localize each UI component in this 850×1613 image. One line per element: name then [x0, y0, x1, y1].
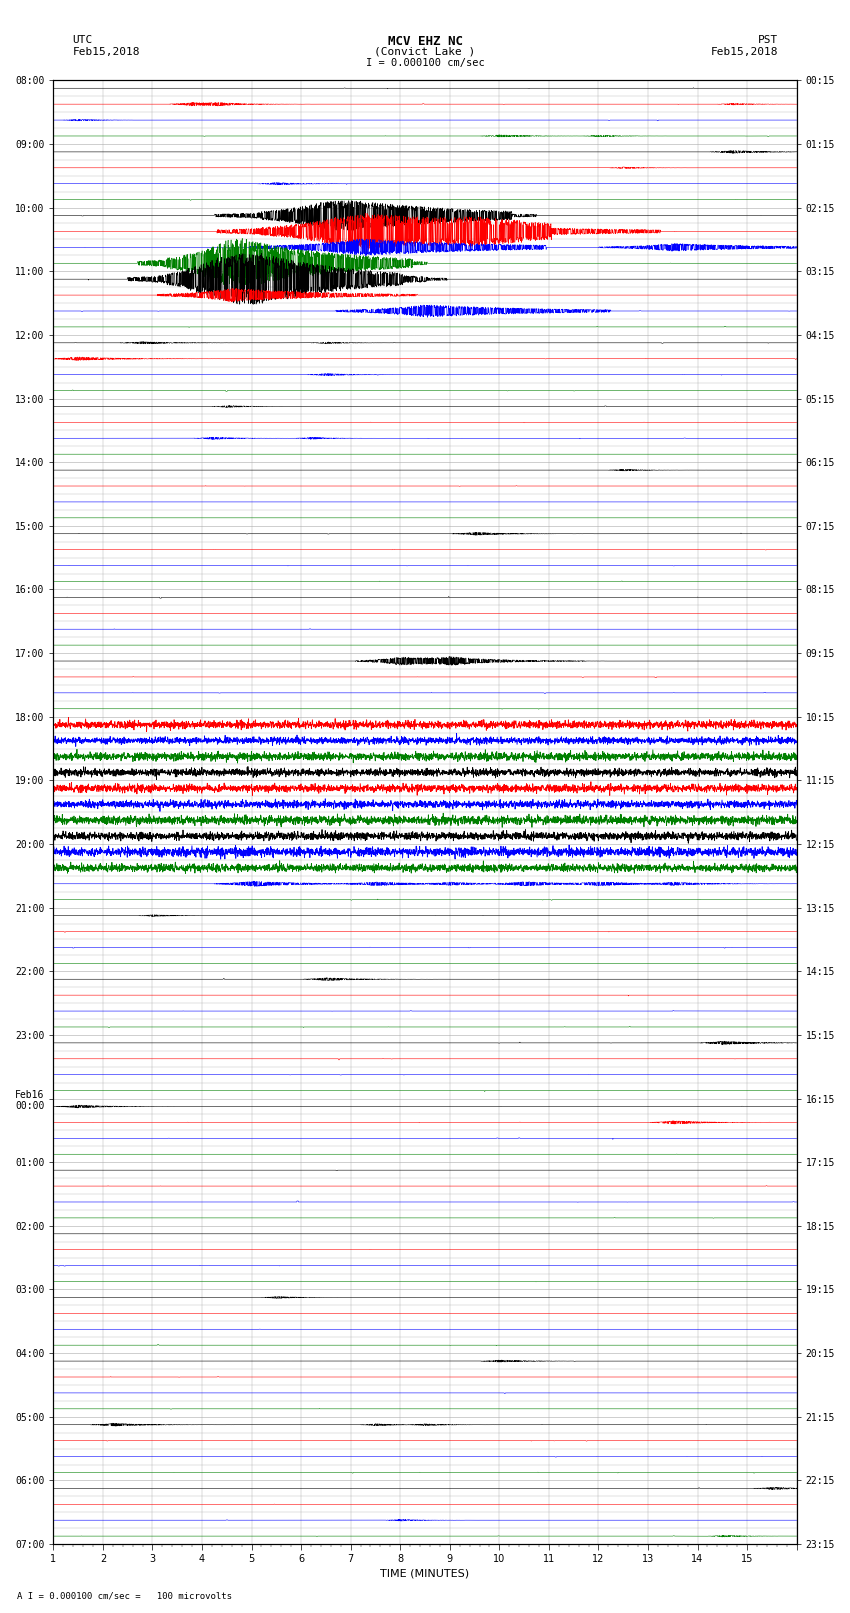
Text: I = 0.000100 cm/sec: I = 0.000100 cm/sec: [366, 58, 484, 68]
Text: PST: PST: [757, 35, 778, 45]
Text: MCV EHZ NC: MCV EHZ NC: [388, 35, 462, 48]
Text: A I = 0.000100 cm/sec =   100 microvolts: A I = 0.000100 cm/sec = 100 microvolts: [17, 1590, 232, 1600]
Text: UTC: UTC: [72, 35, 93, 45]
Text: Feb15,2018: Feb15,2018: [72, 47, 139, 56]
Text: (Convict Lake ): (Convict Lake ): [374, 47, 476, 56]
X-axis label: TIME (MINUTES): TIME (MINUTES): [381, 1569, 469, 1579]
Text: Feb15,2018: Feb15,2018: [711, 47, 778, 56]
